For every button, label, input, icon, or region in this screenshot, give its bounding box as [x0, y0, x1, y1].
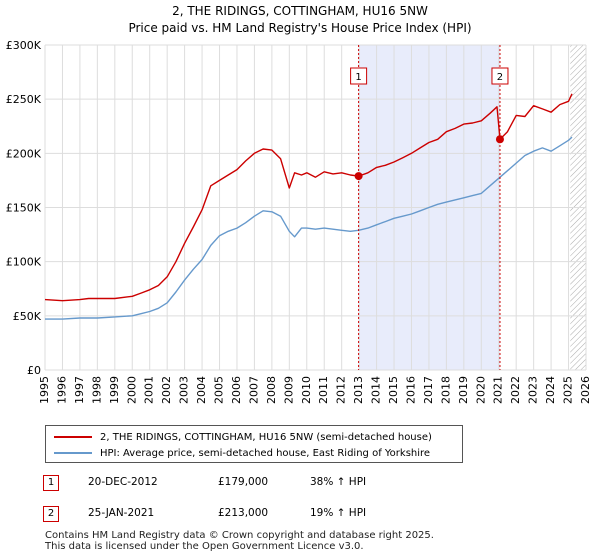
x-tick-label: 2003: [178, 376, 191, 404]
x-tick-label: 1995: [38, 376, 51, 404]
x-tick-label: 2022: [509, 376, 522, 404]
x-tick-label: 1996: [55, 376, 68, 404]
x-tick-label: 2019: [457, 376, 470, 404]
table-row: 1 20-DEC-2012 £179,000 38% ↑ HPI: [40, 475, 440, 493]
x-tick-label: 1999: [108, 376, 121, 404]
x-tick-label: 2013: [352, 376, 365, 404]
transaction-price: £179,000: [218, 476, 269, 488]
x-tick-label: 2006: [230, 376, 243, 404]
x-tick-label: 1997: [73, 376, 86, 404]
x-tick-label: 2016: [404, 376, 417, 404]
transaction-marker-label-1: 1: [355, 72, 361, 83]
legend-label-hpi: HPI: Average price, semi-detached house,…: [100, 447, 431, 459]
transaction-marker-box-2: [491, 67, 509, 85]
legend-item-property: 2, THE RIDINGS, COTTINGHAM, HU16 5NW (se…: [54, 430, 432, 444]
chart-subtitle: Price paid vs. HM Land Registry's House …: [128, 21, 472, 35]
y-tick-label: £100K: [6, 256, 42, 269]
hpi-line: [45, 136, 573, 320]
x-tick-label: 2017: [422, 376, 435, 404]
legend-swatch-hpi: [54, 452, 92, 454]
sale-point-1: [354, 172, 363, 181]
x-tick-label: 2026: [579, 376, 592, 404]
transaction-hpi: 38% ↑ HPI: [310, 476, 367, 488]
x-tick-label: 2009: [282, 376, 295, 404]
transaction-marker-label-2: 2: [497, 72, 503, 83]
legend-swatch-property: [54, 436, 92, 438]
x-tick-label: 2004: [195, 376, 208, 404]
legend-item-hpi: HPI: Average price, semi-detached house,…: [54, 446, 430, 460]
legend-label-property: 2, THE RIDINGS, COTTINGHAM, HU16 5NW (se…: [100, 431, 432, 443]
table-row: 2 25-JAN-2021 £213,000 19% ↑ HPI: [40, 506, 440, 524]
x-tick-label: 2010: [300, 376, 313, 404]
x-tick-label: 2001: [143, 376, 156, 404]
transaction-badge: 2: [43, 506, 59, 522]
transaction-date: 25-JAN-2021: [88, 507, 155, 519]
transaction-date: 20-DEC-2012: [88, 476, 158, 488]
x-tick-label: 2018: [439, 376, 452, 404]
x-tick-label: 2005: [213, 376, 226, 404]
x-tick-label: 2021: [492, 376, 505, 404]
transaction-hpi: 19% ↑ HPI: [310, 507, 367, 519]
y-tick-label: £150K: [6, 202, 42, 215]
x-tick-label: 2007: [247, 376, 260, 404]
x-tick-label: 2012: [335, 376, 348, 404]
x-tick-label: 2025: [562, 376, 575, 404]
x-tick-label: 2023: [527, 376, 540, 404]
transaction-marker-box-1: [350, 67, 368, 85]
y-tick-label: £250K: [6, 93, 42, 106]
transaction-badge: 1: [43, 475, 59, 491]
x-tick-label: 2000: [125, 376, 138, 404]
y-tick-label: £0: [27, 364, 41, 377]
chart-title: 2, THE RIDINGS, COTTINGHAM, HU16 5NW: [172, 4, 428, 18]
sale-point-2: [495, 135, 504, 144]
x-tick-label: 2024: [544, 376, 557, 404]
footer-line-2: This data is licensed under the Open Gov…: [45, 541, 364, 552]
y-tick-label: £200K: [6, 147, 42, 160]
footer: Contains HM Land Registry data © Crown c…: [45, 530, 434, 552]
x-tick-label: 2002: [160, 376, 173, 404]
x-tick-label: 2008: [265, 376, 278, 404]
x-tick-label: 2014: [370, 376, 383, 404]
y-tick-label: £50K: [13, 310, 42, 323]
x-tick-label: 2020: [474, 376, 487, 404]
transaction-price: £213,000: [218, 507, 269, 519]
y-tick-label: £300K: [6, 39, 42, 52]
price-chart: £0 £50K £100K £150K £200K £250K £300K 1995 1996 1…: [6, 39, 592, 404]
chart-legend: 2, THE RIDINGS, COTTINGHAM, HU16 5NW (se…: [45, 425, 463, 463]
property-price-line: [44, 93, 573, 302]
footer-line-1: Contains HM Land Registry data © Crown c…: [45, 530, 434, 541]
x-tick-label: 2011: [317, 376, 330, 404]
x-tick-label: 1998: [90, 376, 103, 404]
x-tick-label: 2015: [387, 376, 400, 404]
